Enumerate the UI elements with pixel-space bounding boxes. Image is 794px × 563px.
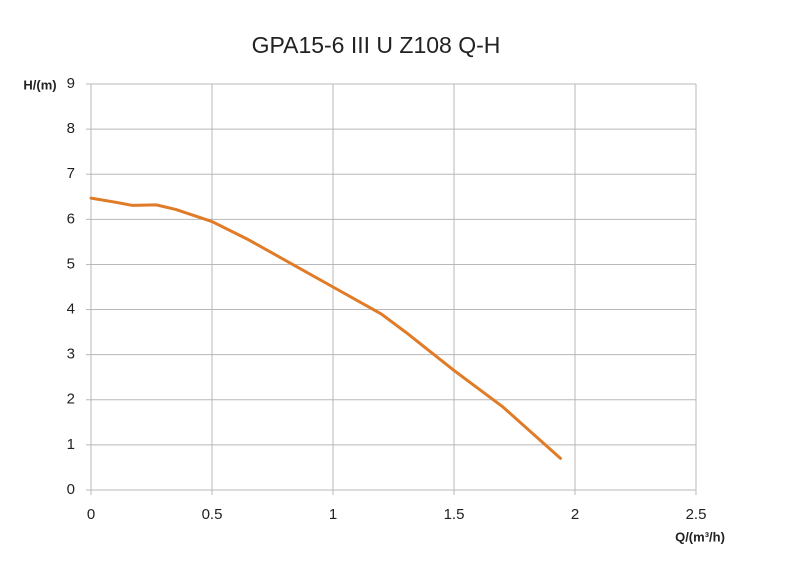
y-axis-label: H/(m) [23,77,56,92]
y-tick-label: 6 [67,210,75,227]
x-tick-label: 0.5 [202,506,223,523]
x-axis-label: Q/(m³/h) [675,529,725,544]
x-tick-label: 0 [87,506,95,523]
y-tick-label: 2 [67,391,75,408]
y-tick-label: 9 [67,75,75,92]
x-tick-label: 1.5 [444,506,465,523]
x-tick-label: 2 [571,506,579,523]
y-tick-label: 0 [67,481,75,498]
y-tick-label: 5 [67,255,75,272]
chart-title: GPA15-6 III U Z108 Q-H [252,32,501,58]
y-tick-label: 8 [67,120,75,137]
x-tick-label: 2.5 [686,506,707,523]
y-tick-label: 7 [67,165,75,182]
y-tick-label: 3 [67,346,75,363]
y-tick-label: 4 [67,301,75,318]
line [89,196,562,460]
y-tick-label: 1 [67,436,75,453]
x-tick-label: 1 [329,506,337,523]
